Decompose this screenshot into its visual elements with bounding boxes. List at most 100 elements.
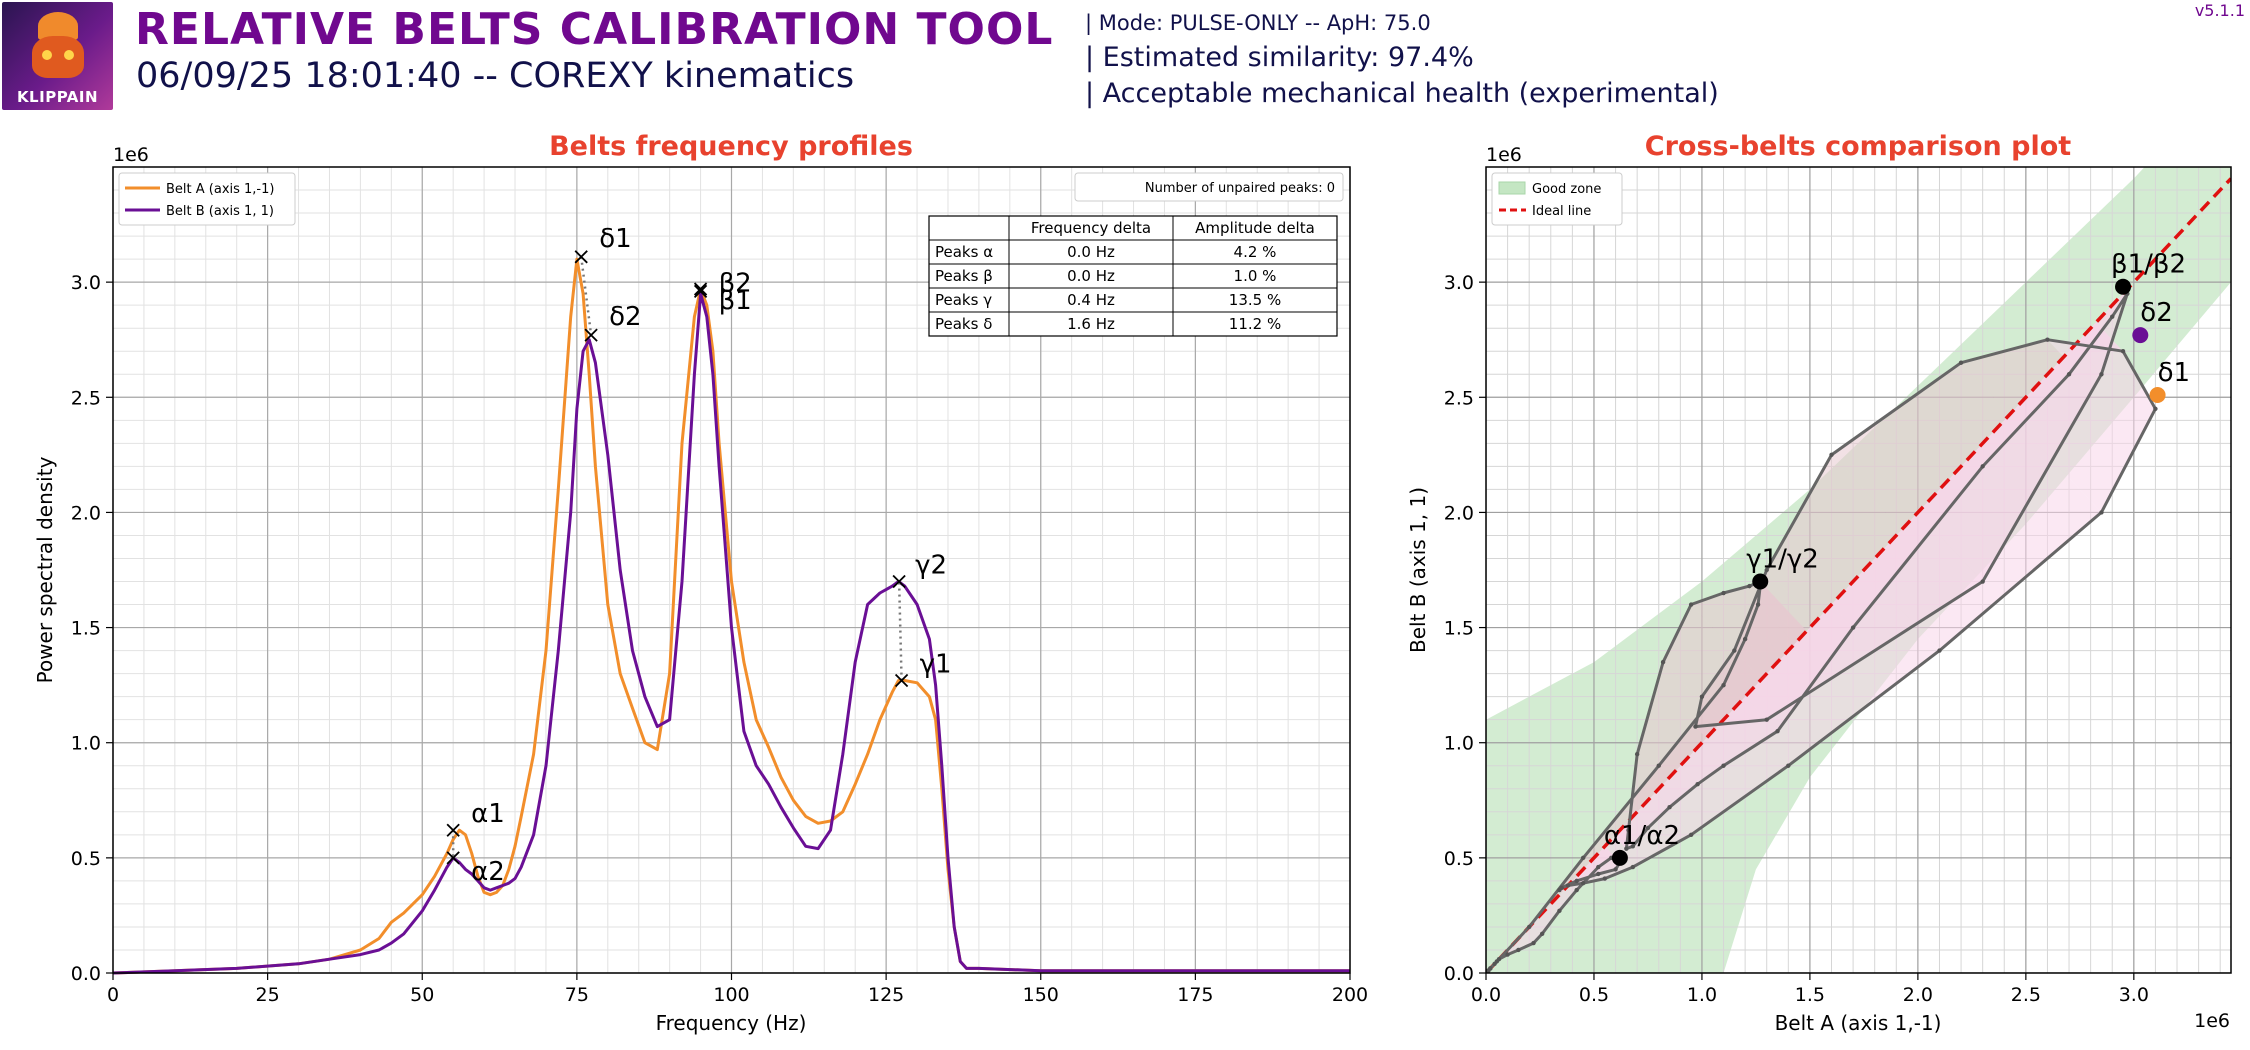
- right-x-scale-label: 1e6: [2194, 1010, 2230, 1032]
- cross-belts-sample: [1559, 885, 1564, 890]
- cross-belts-sample: [1667, 804, 1672, 810]
- right-y-tick-label: 3.0: [1444, 272, 1474, 294]
- peak-marker-δ1: [574, 250, 588, 264]
- cross-belts-sample: [1602, 876, 1607, 881]
- cross-belts-sample: [1699, 694, 1705, 699]
- cross-belts-sample: [1516, 947, 1521, 953]
- peaks-delta-table: Frequency delta Amplitude delta Peaks α 0.0…: [928, 215, 1338, 337]
- cross-belts-sample: [1755, 602, 1761, 607]
- difference-fill-segment: [1831, 362, 2010, 530]
- difference-fill-segment: [1766, 454, 1902, 622]
- cross-belts-sample: [2099, 510, 2104, 515]
- peak-label-γ1: γ1: [920, 650, 952, 680]
- page-title: RELATIVE BELTS CALIBRATION TOOL: [135, 4, 1054, 55]
- difference-fill-segment: [1614, 825, 1629, 849]
- right-y-tick-label: 1.5: [1444, 618, 1474, 640]
- peak-label-α2: α2: [471, 857, 505, 887]
- right-plot-frame: [1485, 166, 2232, 974]
- table-value-cell: 4.2 %: [1234, 243, 1277, 261]
- cross-belts-sample: [1775, 729, 1780, 734]
- health-info: | Acceptable mechanical health (experime…: [1085, 78, 1719, 109]
- right-x-tick-label: 1.5: [1795, 984, 1825, 1006]
- peak-label-γ2: γ2: [915, 551, 947, 581]
- cross-point-label: β1/β2: [2111, 250, 2186, 280]
- right-plot-title: Cross-belts comparison plot: [1645, 131, 2071, 162]
- difference-fill-segment: [1917, 345, 2102, 582]
- right-y-tick-label: 1.0: [1444, 733, 1474, 755]
- cross-belts-sample: [1660, 659, 1666, 665]
- cross-belts-sample: [1829, 452, 1834, 458]
- difference-fill-segment: [2058, 310, 2113, 375]
- peak-marker-β1: [693, 282, 708, 296]
- left-ticks-group: 0 25 50 75 100 125 150 175 200 0.0 0.5 1.0 1.5 2.0 2.5…: [71, 272, 1368, 1006]
- difference-fill-segment: [1723, 639, 1773, 703]
- left-legend-box: [118, 172, 296, 226]
- right-y-tick-label: 0.5: [1444, 848, 1474, 870]
- cross-point-label: γ1/γ2: [1746, 545, 1819, 575]
- unpaired-peaks-box: Number of unpaired peaks: 0: [1074, 172, 1344, 202]
- ideal-line-group: [1486, 177, 2231, 973]
- difference-fill-segment: [1532, 902, 1560, 934]
- cross-belts-sample: [1613, 867, 1618, 872]
- table-value-cell: 0.0 Hz: [1067, 267, 1115, 285]
- cross-point-label: δ1: [2158, 358, 2190, 388]
- cross-belts-sample: [1656, 763, 1661, 768]
- right-x-tick-label: 0.0: [1471, 984, 1501, 1006]
- left-x-tick-label: 175: [1177, 984, 1213, 1006]
- difference-fill-segment: [1680, 742, 1724, 785]
- cross-point-β1/β2: [2115, 278, 2132, 295]
- unpaired-peaks-frame: [1074, 172, 1344, 202]
- cross-belts-sample: [1494, 959, 1499, 964]
- right-y-scale-label: 1e6: [1486, 144, 1522, 166]
- cross-belts-sample: [2099, 372, 2104, 377]
- difference-fill-segment: [1637, 662, 1721, 783]
- cross-belts-sample: [2066, 372, 2072, 377]
- right-clipped-content: [1486, 167, 2231, 973]
- peak-marker-δ2: [584, 328, 598, 342]
- cross-point-γ1/γ2: [1752, 573, 1769, 590]
- right-y-tick-label: 0.0: [1444, 963, 1474, 985]
- cross-point-δ2: [2132, 327, 2149, 344]
- peak-label-δ2: δ2: [609, 302, 641, 332]
- table-header-cell: Amplitude delta: [1195, 219, 1315, 237]
- right-x-tick-label: 2.0: [1903, 984, 1933, 1006]
- difference-fill-segment: [1513, 932, 1534, 950]
- left-y-tick-label: 0.5: [71, 848, 101, 870]
- klippain-logo: KLIPPAIN: [2, 2, 113, 110]
- logo-face-shape: [32, 36, 84, 78]
- peak-marker-α2: [446, 851, 460, 865]
- left-x-tick-label: 150: [1023, 984, 1059, 1006]
- similarity-info: | Estimated similarity: 97.4%: [1085, 42, 1474, 73]
- cross-belts-sample: [1634, 752, 1640, 757]
- cross-belts-sample: [1531, 940, 1536, 946]
- left-y-tick-label: 0.0: [71, 963, 101, 985]
- left-x-tick-label: 200: [1332, 984, 1368, 1006]
- table-header-cell: Frequency delta: [1031, 219, 1151, 237]
- version-label: v5.1.1: [2194, 1, 2245, 20]
- left-x-tick-label: 100: [713, 984, 749, 1006]
- left-plot-title: Belts frequency profiles: [549, 131, 913, 162]
- left-x-tick-label: 25: [256, 984, 280, 1006]
- right-ticks-group: 0.0 0.5 1.0 1.5 2.0 2.5 3.0 0.0 0.5 1.0 1.5 2.0 2.5 3…: [1444, 272, 2149, 1006]
- cross-belts-sample: [1557, 908, 1562, 914]
- difference-fill-segment: [1701, 696, 1778, 766]
- difference-fill-segment: [1658, 685, 1740, 778]
- table-value-cell: Peaks γ: [935, 291, 992, 309]
- peak-marker-γ2: [892, 574, 906, 589]
- cross-belts-sample: [1721, 682, 1726, 688]
- cross-point-label: δ2: [2140, 298, 2172, 328]
- left-plot-frame: [112, 166, 1351, 974]
- ideal-line: [1486, 177, 2231, 973]
- table-value-cell: Peaks δ: [935, 315, 992, 333]
- table-value-cell: 1.0 %: [1234, 267, 1277, 285]
- belt-a-line: [112, 257, 1350, 975]
- right-x-tick-label: 2.5: [2011, 984, 2041, 1006]
- cross-belts-sample: [1526, 924, 1532, 930]
- left-y-tick-label: 2.5: [71, 387, 101, 409]
- peak-marker-β2: [693, 284, 708, 298]
- cross-curve-group: [1486, 291, 2158, 973]
- cross-belts-sample: [1580, 880, 1586, 886]
- right-legend: Good zone Ideal line: [1491, 172, 1623, 226]
